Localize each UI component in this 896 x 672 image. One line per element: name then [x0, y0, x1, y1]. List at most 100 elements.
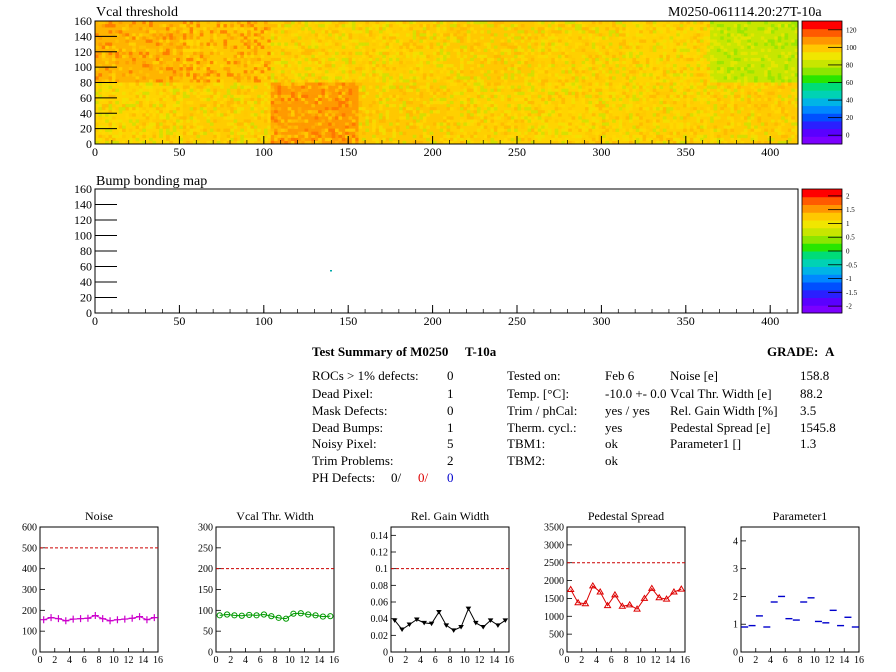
plot-xtick-label: 12	[651, 655, 661, 666]
data-point	[581, 599, 590, 607]
plot-ytick-label: 1	[733, 620, 738, 631]
data-point	[113, 616, 121, 624]
plot-xtick-label: 10	[636, 655, 646, 666]
plot-ytick-label: 150	[198, 585, 213, 596]
map2-ytick-label: 40	[80, 275, 92, 289]
plot-xtick-label: 16	[680, 655, 690, 666]
tbm2-label: TBM2:	[507, 453, 546, 468]
data-point	[625, 600, 634, 608]
vcal-label: Vcal Thr. Width [e]	[670, 386, 772, 401]
data-point	[421, 620, 427, 626]
plot-ytick-label: 0.12	[371, 548, 389, 559]
plot-xtick-label: 8	[624, 655, 629, 666]
map1-ytick-label: 0	[86, 137, 92, 151]
plot-xtick-label: 12	[124, 655, 134, 666]
data-point	[465, 606, 472, 612]
plot-ytick-label: 200	[22, 606, 37, 617]
map2-hit	[330, 270, 332, 272]
plot-xtick-label: 8	[448, 655, 453, 666]
map1-cbar-label: 100	[846, 44, 857, 52]
plot-ytick-label: 500	[549, 630, 564, 641]
map2-cbar-label: 0.5	[846, 234, 855, 242]
plot-ytick-label: 100	[22, 627, 37, 638]
map1-xtick-label: 400	[761, 145, 779, 159]
plot-ytick-label: 500	[22, 543, 37, 554]
map1-cbar-label: 0	[846, 132, 850, 140]
plot-ytick-label: 0.1	[376, 564, 389, 575]
plot-ytick-label: 2000	[544, 576, 564, 587]
trim-value: 2	[447, 453, 454, 468]
rocs-label: ROCs > 1% defects:	[312, 368, 419, 383]
plot-ytick-label: 100	[198, 606, 213, 617]
data-point	[655, 593, 664, 601]
data-point	[99, 615, 107, 623]
data-point	[246, 611, 253, 619]
data-point	[406, 622, 413, 627]
noise-label: Noise [e]	[670, 368, 719, 383]
map1-xtick-label: 100	[255, 145, 273, 159]
tested-value: Feb 6	[605, 368, 635, 383]
map2-title: Bump bonding map	[96, 174, 208, 189]
plot-xtick-label: 12	[475, 655, 485, 666]
plot-title: Pedestal Spread	[588, 509, 664, 523]
map1-ytick-label: 140	[74, 29, 92, 43]
plot-xtick-label: 10	[109, 655, 119, 666]
map2-xtick-label: 0	[92, 314, 98, 328]
plot-xtick-label: 8	[97, 655, 102, 666]
map1-ytick-label: 20	[80, 122, 92, 136]
map2-xtick-label: 150	[339, 314, 357, 328]
data-point	[443, 623, 450, 628]
data-point	[47, 614, 55, 622]
data-point	[121, 615, 129, 623]
map2-xtick-label: 50	[173, 314, 185, 328]
plot-ytick-label: 0	[733, 648, 738, 659]
noise-value: 158.8	[800, 368, 830, 383]
map2-ytick-label: 140	[74, 198, 92, 212]
map2-cbar-label: 0	[846, 248, 850, 256]
map2-ytick-label: 60	[80, 260, 92, 274]
summary-title: Test Summary of M0250	[312, 344, 449, 359]
map2-cbar-label: 2	[846, 192, 850, 200]
trim-ph-label: Trim / phCal:	[507, 403, 578, 418]
data-point	[574, 598, 582, 606]
data-point	[143, 616, 151, 624]
plot-title: Parameter1	[773, 509, 828, 523]
data-point	[670, 588, 678, 595]
plot-xtick-label: 4	[67, 655, 72, 666]
data-point	[282, 615, 290, 622]
plot-ytick-label: 250	[198, 543, 213, 554]
data-point	[391, 618, 398, 623]
data-point	[633, 605, 641, 612]
dead-pixel-label: Dead Pixel:	[312, 386, 374, 401]
plot-xtick-label: 6	[609, 655, 614, 666]
data-point	[603, 601, 612, 609]
map2-ytick-label: 20	[80, 291, 92, 305]
plot-xtick-label: 0	[565, 655, 570, 666]
map2-cbar-label: -1	[846, 275, 852, 283]
data-point	[290, 610, 297, 617]
map2-ytick-label: 120	[74, 213, 92, 227]
plot-xtick-label: 0	[214, 655, 219, 666]
data-point	[91, 612, 99, 620]
map1-title: Vcal threshold	[96, 5, 179, 20]
plot-ytick-label: 0	[559, 648, 564, 659]
plot-xtick-label: 14	[665, 655, 675, 666]
data-point	[596, 588, 605, 595]
plot-ytick-label: 4	[733, 536, 738, 547]
ph-value-1: 0/	[391, 470, 402, 485]
plot-ytick-label: 2	[733, 592, 738, 603]
data-point	[69, 615, 77, 623]
plot-ytick-label: 0.08	[371, 581, 389, 592]
data-point	[480, 625, 486, 630]
map1-ytick-label: 80	[80, 76, 92, 90]
map2-xtick-label: 300	[592, 314, 610, 328]
data-point	[473, 620, 479, 626]
dead-pixel-value: 1	[447, 386, 454, 401]
map1-cbar-label: 80	[846, 61, 854, 69]
data-point	[231, 612, 238, 619]
data-point	[268, 613, 275, 620]
map1-cbar-label: 60	[846, 79, 854, 87]
series-line	[43, 615, 155, 622]
